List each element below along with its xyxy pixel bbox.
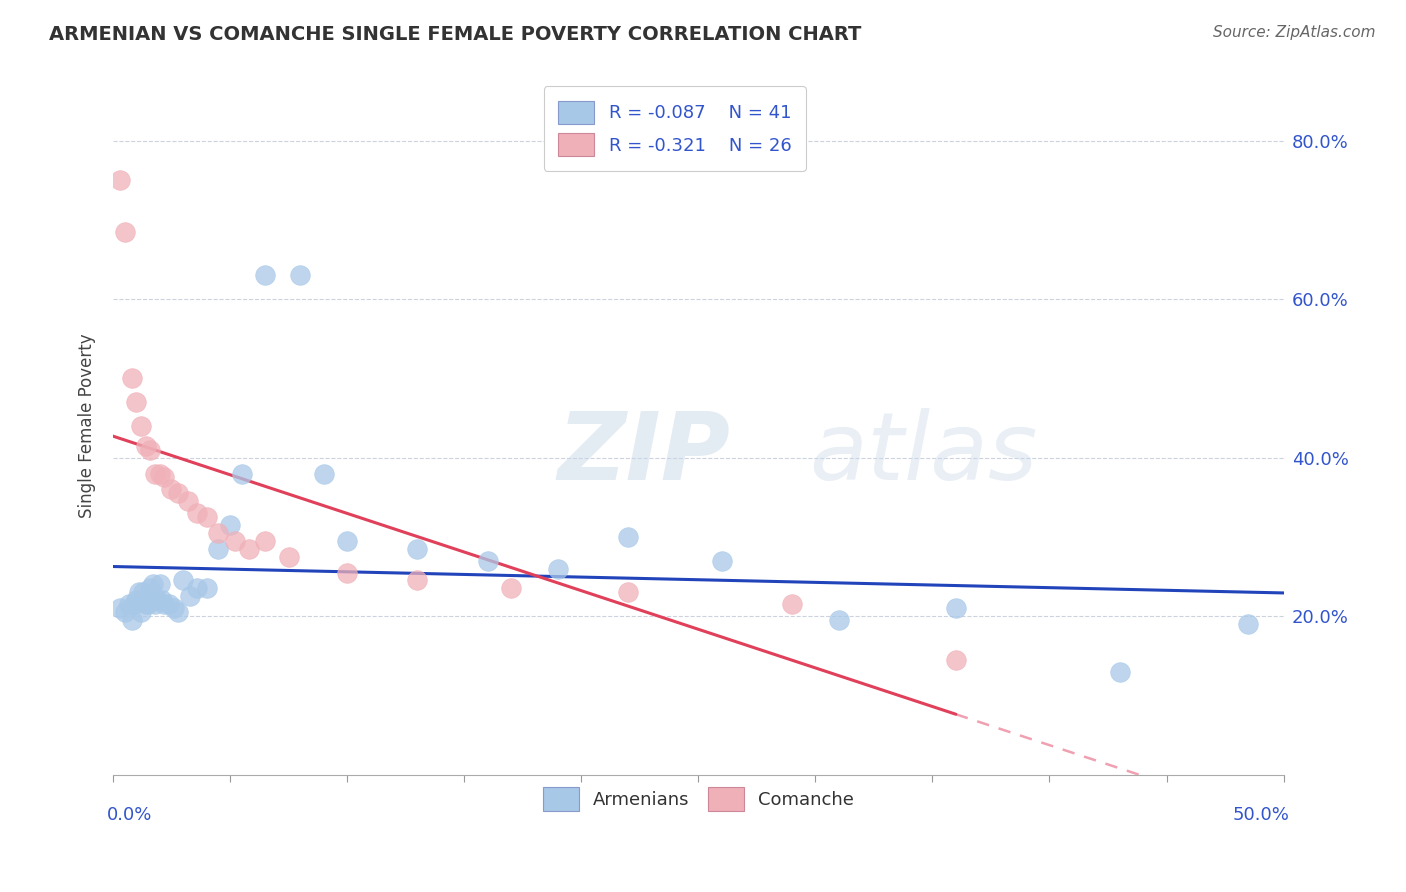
Point	[132, 585, 155, 599]
Point	[172, 574, 194, 588]
Point	[254, 268, 277, 283]
Point	[149, 467, 172, 481]
Point	[617, 530, 640, 544]
Legend: Armenians, Comanche: Armenians, Comanche	[536, 780, 862, 818]
Point	[139, 442, 162, 457]
Point	[195, 582, 218, 596]
Point	[219, 518, 242, 533]
Point	[617, 585, 640, 599]
Point	[129, 605, 152, 619]
Point	[135, 597, 157, 611]
Point	[312, 467, 335, 481]
Point	[231, 467, 253, 481]
Point	[406, 541, 429, 556]
Point	[224, 533, 246, 548]
Point	[186, 506, 208, 520]
Point	[780, 597, 803, 611]
Point	[135, 439, 157, 453]
Point	[477, 554, 499, 568]
Point	[179, 590, 201, 604]
Text: ZIP: ZIP	[558, 408, 731, 500]
Point	[122, 597, 145, 611]
Y-axis label: Single Female Poverty: Single Female Poverty	[79, 334, 96, 518]
Point	[254, 533, 277, 548]
Point	[177, 494, 200, 508]
Point	[139, 582, 162, 596]
Text: 50.0%: 50.0%	[1233, 806, 1289, 824]
Point	[157, 597, 180, 611]
Point	[125, 395, 148, 409]
Point	[277, 549, 299, 564]
Point	[146, 593, 169, 607]
Point	[167, 486, 190, 500]
Point	[129, 419, 152, 434]
Point	[945, 601, 967, 615]
Point	[290, 268, 312, 283]
Point	[118, 597, 141, 611]
Point	[121, 613, 143, 627]
Point	[153, 597, 176, 611]
Point	[238, 541, 260, 556]
Point	[136, 597, 159, 611]
Point	[167, 605, 190, 619]
Point	[108, 601, 131, 615]
Point	[186, 582, 208, 596]
Text: 0.0%: 0.0%	[107, 806, 152, 824]
Point	[125, 593, 148, 607]
Text: atlas: atlas	[810, 409, 1038, 500]
Point	[1108, 665, 1130, 679]
Point	[142, 577, 165, 591]
Point	[143, 467, 166, 481]
Point	[108, 173, 131, 187]
Point	[163, 601, 186, 615]
Point	[710, 554, 733, 568]
Point	[149, 577, 172, 591]
Point	[160, 483, 183, 497]
Point	[547, 561, 569, 575]
Point	[121, 371, 143, 385]
Point	[828, 613, 851, 627]
Point	[945, 653, 967, 667]
Point	[150, 593, 173, 607]
Point	[195, 510, 218, 524]
Point	[114, 605, 136, 619]
Point	[1237, 617, 1260, 632]
Point	[336, 566, 359, 580]
Text: Source: ZipAtlas.com: Source: ZipAtlas.com	[1212, 25, 1375, 40]
Point	[499, 582, 522, 596]
Point	[128, 585, 150, 599]
Point	[207, 541, 229, 556]
Point	[207, 525, 229, 540]
Point	[406, 574, 429, 588]
Point	[153, 470, 176, 484]
Point	[336, 533, 359, 548]
Text: ARMENIAN VS COMANCHE SINGLE FEMALE POVERTY CORRELATION CHART: ARMENIAN VS COMANCHE SINGLE FEMALE POVER…	[49, 25, 862, 44]
Point	[114, 225, 136, 239]
Point	[143, 597, 166, 611]
